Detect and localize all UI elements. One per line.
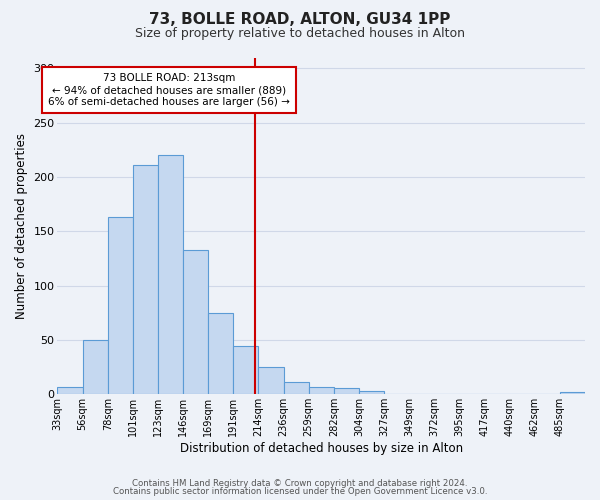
Bar (560, 392, 585, 394)
Bar (158, 156, 183, 394)
Y-axis label: Number of detached properties: Number of detached properties (15, 133, 28, 319)
Bar (334, 388, 359, 394)
Bar (259, 367, 284, 394)
Bar (359, 391, 384, 394)
Bar (133, 165, 158, 394)
Text: 73, BOLLE ROAD, ALTON, GU34 1PP: 73, BOLLE ROAD, ALTON, GU34 1PP (149, 12, 451, 28)
Bar (108, 217, 133, 394)
X-axis label: Distribution of detached houses by size in Alton: Distribution of detached houses by size … (179, 442, 463, 455)
Bar (233, 346, 259, 395)
Text: Contains HM Land Registry data © Crown copyright and database right 2024.: Contains HM Land Registry data © Crown c… (132, 478, 468, 488)
Bar (284, 382, 308, 394)
Bar (183, 250, 208, 394)
Bar (58, 386, 83, 394)
Bar (83, 340, 108, 394)
Text: Size of property relative to detached houses in Alton: Size of property relative to detached ho… (135, 28, 465, 40)
Bar (208, 313, 233, 394)
Bar (308, 386, 334, 394)
Text: Contains public sector information licensed under the Open Government Licence v3: Contains public sector information licen… (113, 487, 487, 496)
Text: 73 BOLLE ROAD: 213sqm
← 94% of detached houses are smaller (889)
6% of semi-deta: 73 BOLLE ROAD: 213sqm ← 94% of detached … (48, 74, 290, 106)
